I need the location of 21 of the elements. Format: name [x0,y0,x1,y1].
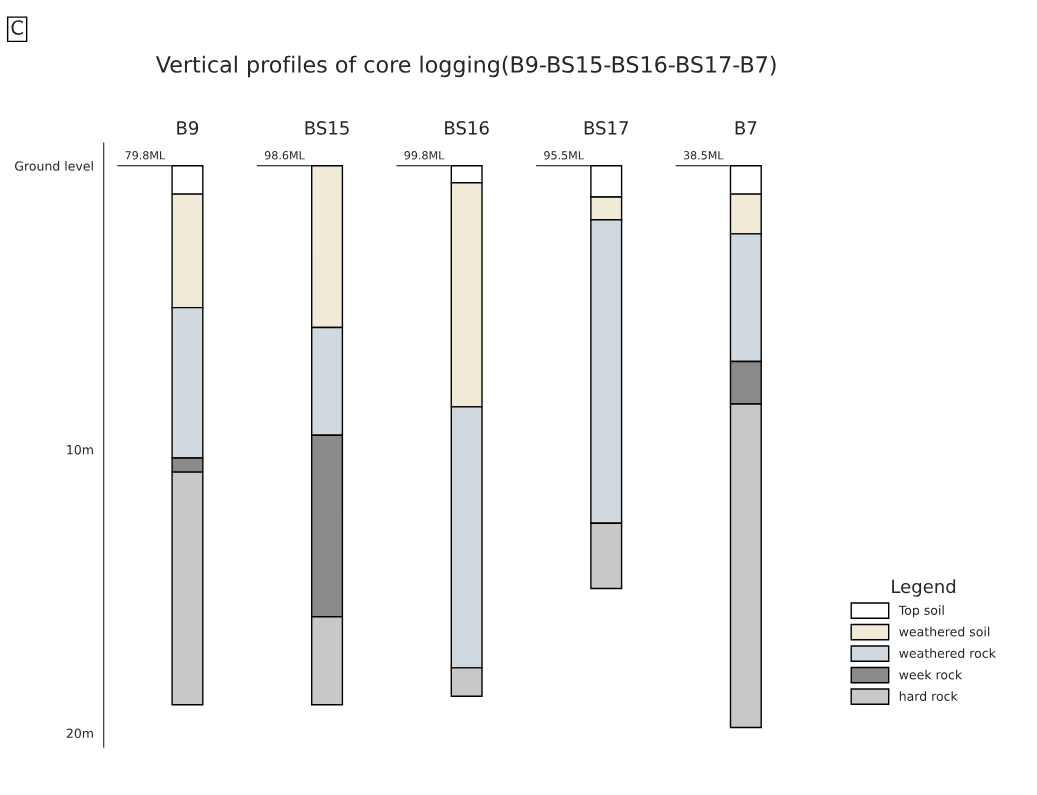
annotation: 95.5ML [544,151,584,160]
annotation: 98.6ML [264,151,305,160]
x-tick-label: BS15 [305,121,349,135]
x-tick-label: B7 [735,121,757,135]
text: C [11,20,23,35]
x-tick-label: B9 [177,121,199,135]
y-tick-label: Ground level [15,161,93,171]
annotation: 38.5ML [683,151,724,160]
y-tick-label: 10m [67,444,93,455]
y-tick-label: 20m [66,728,93,739]
legend-label: week rock [899,669,963,680]
legend-label: hard rock [899,691,958,701]
legend-label: weathered rock [899,648,996,658]
annotation: 79.8ML [125,151,166,160]
legend-label: Top soil [898,605,944,618]
legend-title: Legend [892,579,956,597]
legend-label: weathered soil [899,626,990,637]
x-tick-label: BS16 [445,121,489,135]
chart-title: Vertical profiles of core logging(B9-BS15-BS16-BS17-B7) [155,55,776,78]
x-tick-label: BS17 [584,121,628,135]
annotation: 99.8ML [404,151,445,160]
